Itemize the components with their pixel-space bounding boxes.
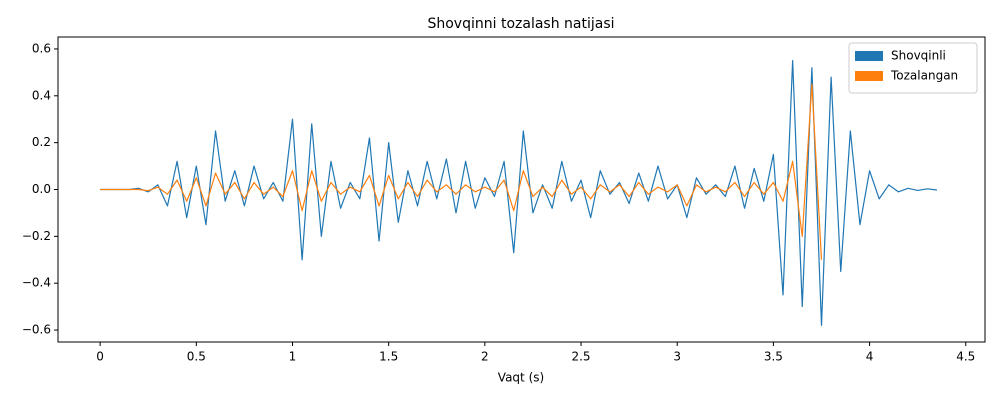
y-tick-label: −0.6 bbox=[22, 323, 51, 337]
x-tick-label: 4 bbox=[866, 350, 874, 364]
legend-swatch bbox=[855, 51, 883, 61]
x-tick-label: 3 bbox=[673, 350, 681, 364]
plot-frame bbox=[57, 36, 986, 343]
legend-label: Shovqinli bbox=[891, 49, 946, 63]
x-tick-label: 1.5 bbox=[379, 350, 398, 364]
x-tick-label: 2 bbox=[481, 350, 489, 364]
legend-swatch bbox=[855, 71, 883, 81]
legend-label: Tozalangan bbox=[890, 69, 958, 83]
y-tick-label: 0.0 bbox=[32, 182, 51, 196]
x-axis-label: Vaqt (s) bbox=[498, 371, 544, 385]
y-tick-label: −0.4 bbox=[22, 276, 51, 290]
y-tick-label: 0.6 bbox=[32, 41, 51, 55]
x-tick-label: 4.5 bbox=[956, 350, 975, 364]
x-tick-label: 0 bbox=[96, 350, 104, 364]
y-tick-label: 0.4 bbox=[32, 88, 51, 102]
y-tick-label: 0.2 bbox=[32, 135, 51, 149]
x-tick-label: 3.5 bbox=[764, 350, 783, 364]
x-tick-label: 0.5 bbox=[187, 350, 206, 364]
chart-title: Shovqinni tozalash natijasi bbox=[427, 16, 614, 32]
x-tick-label: 1 bbox=[289, 350, 297, 364]
waveform bbox=[100, 83, 823, 260]
y-tick-label: −0.2 bbox=[22, 229, 51, 243]
x-tick-label: 2.5 bbox=[571, 350, 590, 364]
